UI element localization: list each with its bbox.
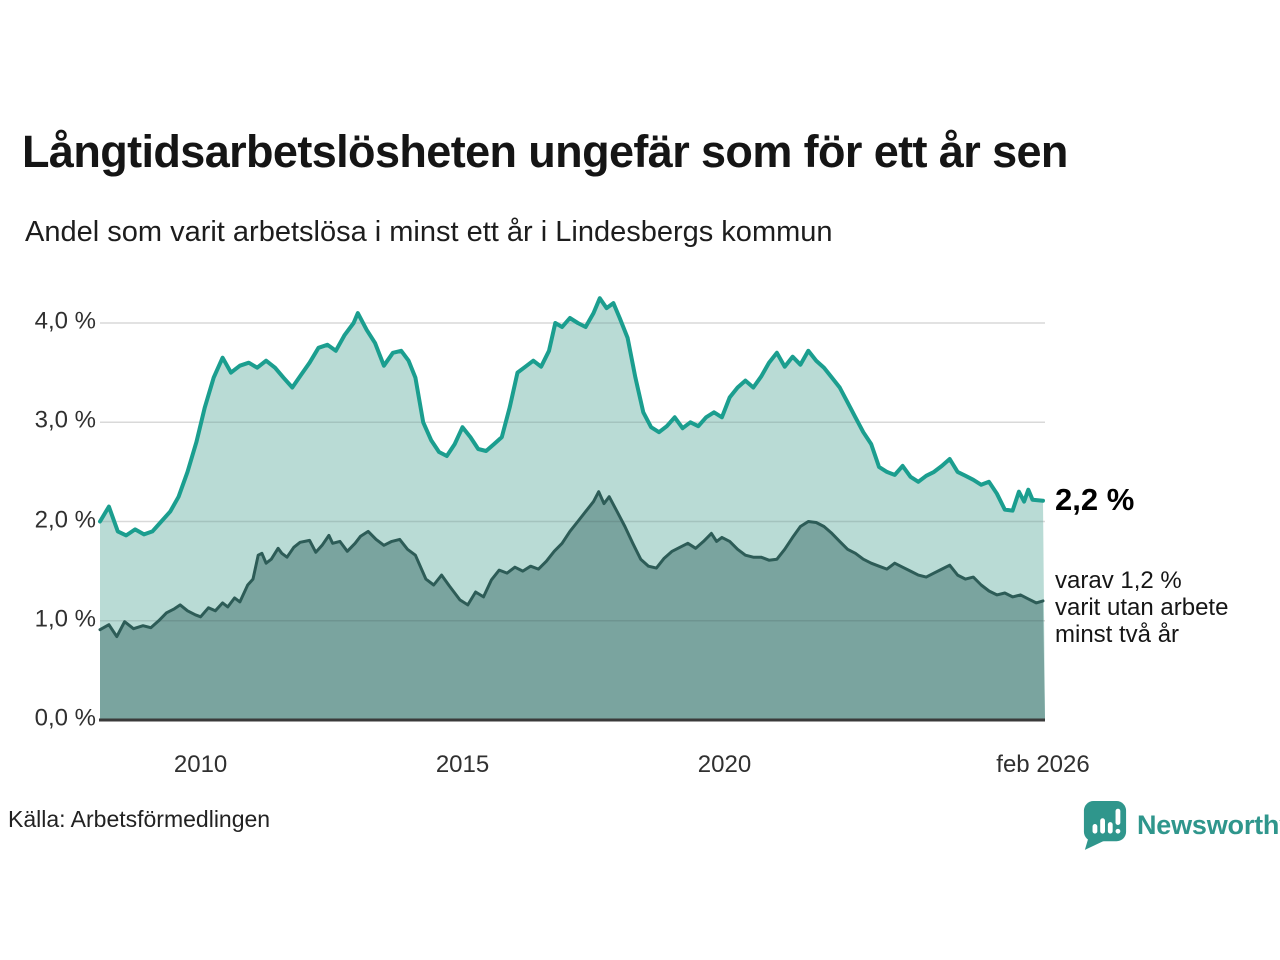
detail-line: varit utan arbete — [1055, 594, 1229, 621]
x-tick-label: feb 2026 — [996, 751, 1090, 778]
page-subtitle: Andel som varit arbetslösa i minst ett å… — [25, 216, 833, 248]
source-note: Källa: Arbetsförmedlingen — [8, 806, 271, 832]
x-tick-label: 2020 — [697, 751, 752, 778]
line-total — [98, 296, 1045, 538]
y-tick-label: 4,0 % — [34, 307, 96, 335]
end-value-detail: varav 1,2 % varit utan arbete minst två … — [1055, 567, 1228, 648]
y-tick-label: 2,0 % — [34, 506, 96, 534]
detail-line: minst två år — [1055, 621, 1180, 648]
line-two-years — [98, 490, 1045, 639]
detail-line: varav 1,2 % — [1055, 567, 1182, 594]
x-tick-label: 2015 — [435, 751, 490, 778]
y-tick-label: 0,0 % — [34, 704, 96, 732]
newsworthy-chart-bubble-icon — [1082, 799, 1128, 851]
x-tick-label: 2010 — [173, 751, 228, 778]
page-title: Långtidsarbetslösheten ungefär som för e… — [22, 126, 1068, 177]
y-tick-label: 3,0 % — [34, 406, 96, 434]
area-two-years — [100, 491, 1045, 720]
newsworthy-wordmark: Newsworthy — [1137, 809, 1280, 840]
end-value-label: 2,2 % — [1055, 482, 1135, 517]
newsworthy-logo: Newsworthy — [1082, 799, 1280, 851]
y-tick-label: 1,0 % — [34, 605, 96, 633]
